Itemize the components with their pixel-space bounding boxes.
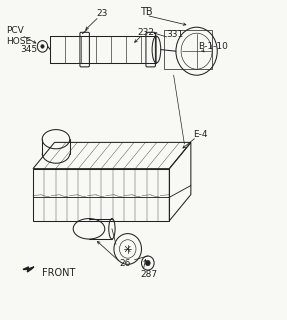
Text: 232: 232 [137,28,154,36]
Text: 331: 331 [166,30,183,39]
Text: TB: TB [140,7,153,17]
Text: 345: 345 [21,45,38,54]
Circle shape [41,44,44,48]
Text: 23: 23 [96,9,108,18]
Text: 287: 287 [141,270,158,279]
Text: 26: 26 [119,260,131,268]
Text: FRONT: FRONT [42,268,76,278]
Text: B-1-10: B-1-10 [199,42,228,51]
Polygon shape [23,267,34,272]
Circle shape [145,260,150,266]
Text: PCV
HOSE: PCV HOSE [6,26,32,45]
Text: E-4: E-4 [193,130,208,139]
